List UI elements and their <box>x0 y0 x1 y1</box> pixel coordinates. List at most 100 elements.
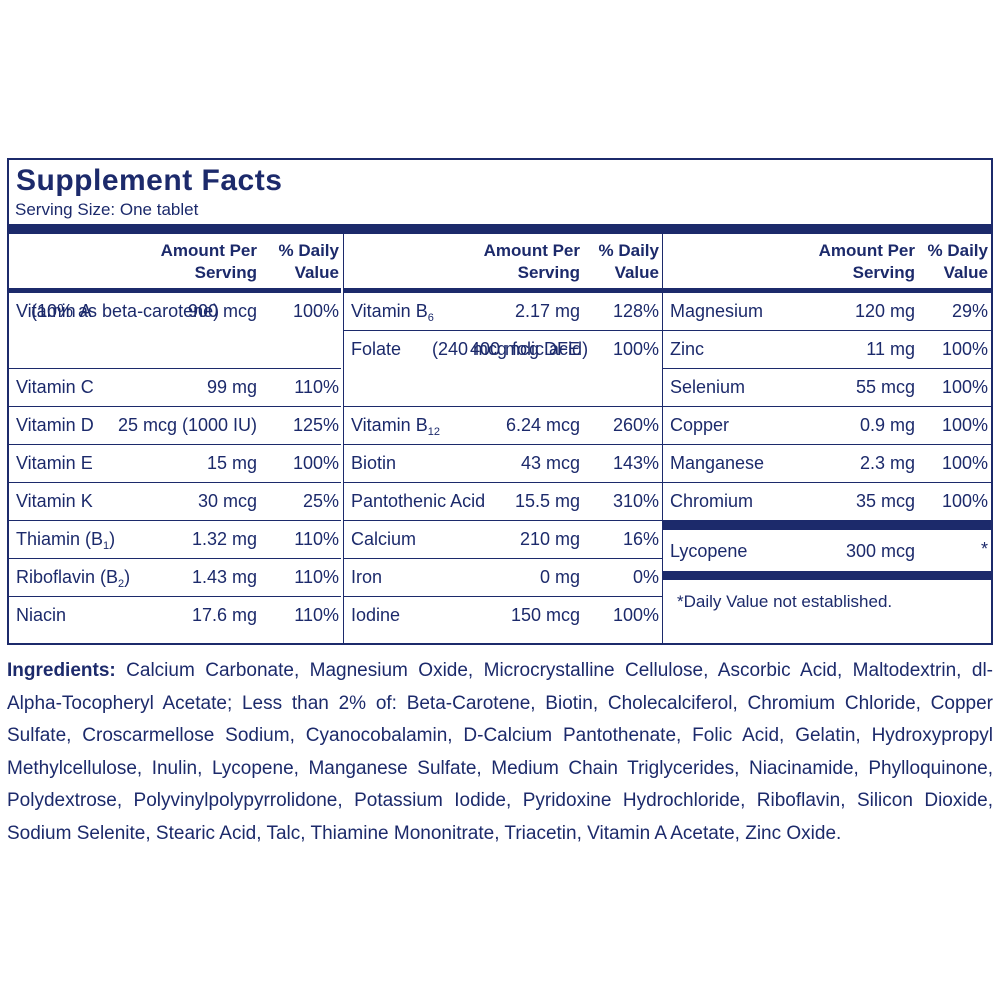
amount-header: Amount Per Serving <box>818 241 915 282</box>
nutrient-daily-value: 100% <box>941 377 988 397</box>
nutrient-amount: 6.24 mcg <box>505 415 580 435</box>
nutrient-note: (240 mcg folic acid) <box>432 339 589 359</box>
nutrient-row: Calcium 210 mg 16% <box>344 521 662 559</box>
nutrient-name: Iodine <box>351 605 401 625</box>
nutrient-name: Chromium <box>670 491 754 511</box>
nutrient-row: Chromium 35 mcg 100% <box>663 483 991 521</box>
column-header: Amount Per Serving % Daily Value <box>9 234 341 293</box>
ingredients-label: Ingredients: <box>7 660 116 681</box>
nutrient-name: Vitamin B12 <box>351 415 440 438</box>
nutrient-daily-value: 100% <box>941 491 988 511</box>
nutrient-row: Magnesium 120 mg 29% <box>663 293 991 331</box>
nutrient-name: Pantothenic Acid <box>351 491 486 511</box>
nutrient-name: Calcium <box>351 529 417 549</box>
nutrient-amount: 55 mcg <box>855 377 915 397</box>
nutrient-name: Vitamin E <box>16 453 93 473</box>
nutrient-row: Copper 0.9 mg 100% <box>663 407 991 445</box>
nutrient-name: Magnesium <box>670 301 764 321</box>
nutrient-amount: 0 mg <box>539 567 580 587</box>
nutrient-name: Manganese <box>670 453 765 473</box>
nutrient-daily-value: 143% <box>612 453 659 473</box>
amount-header: Amount Per Serving <box>483 241 580 282</box>
nutrient-amount: 120 mg <box>854 301 915 321</box>
nutrient-daily-value: 16% <box>622 529 659 549</box>
daily-value-header: % Daily Value <box>927 241 988 282</box>
nutrient-name: Niacin <box>16 605 67 625</box>
nutrient-rows: Magnesium 120 mg 29% Zinc 11 mg 100% Selenium 5… <box>663 293 991 521</box>
nutrient-row: Pantothenic Acid 15.5 mg 310% <box>344 483 662 521</box>
nutrient-amount: 30 mcg <box>197 491 257 511</box>
nutrient-daily-value: 110% <box>294 605 339 625</box>
panel-title: Supplement Facts <box>16 164 283 197</box>
daily-value-header: % Daily Value <box>598 241 659 282</box>
nutrient-row: Thiamin (B1) 1.32 mg 110% <box>9 521 341 559</box>
nutrient-row: Riboflavin (B2) 1.43 mg 110% <box>9 559 341 597</box>
nutrient-amount: 1.32 mg <box>191 529 257 549</box>
nutrient-row: Selenium 55 mcg 100% <box>663 369 991 407</box>
nutrient-row: Biotin 43 mcg 143% <box>344 445 662 483</box>
nutrient-row: Vitamin D 25 mcg (1000 IU) 125% <box>9 407 341 445</box>
nutrient-name: Folate <box>351 339 402 359</box>
nutrient-daily-value: 110% <box>294 529 339 549</box>
nutrient-amount: 1.43 mg <box>191 567 257 587</box>
nutrient-daily-value: 100% <box>612 339 659 359</box>
nutrient-row: Vitamin A 900 mcg 100% (10% as beta-caroten… <box>9 293 341 369</box>
nutrient-name: Vitamin D <box>16 415 94 435</box>
nutrient-row: Vitamin K 30 mcg 25% <box>9 483 341 521</box>
nutrient-daily-value: 100% <box>612 605 659 625</box>
amount-header: Amount Per Serving <box>160 241 257 282</box>
nutrient-amount: 210 mg <box>519 529 580 549</box>
nutrient-amount: 99 mg <box>206 377 257 397</box>
nutrient-daily-value: 310% <box>612 491 659 511</box>
nutrient-daily-value: * <box>980 539 988 559</box>
nutrient-daily-value: 25% <box>302 491 339 511</box>
nutrient-note: (10% as beta-carotene) <box>31 301 220 321</box>
column-header: Amount Per Serving % Daily Value <box>344 234 662 293</box>
nutrient-name: Vitamin A <box>16 301 92 321</box>
nutrient-daily-value: 110% <box>294 377 339 397</box>
nutrient-name: Thiamin (B1) <box>16 529 116 552</box>
ingredients-text: Calcium Carbonate, Magnesium Oxide, Micr… <box>7 660 993 844</box>
footnote: *Daily Value not established. <box>677 592 893 611</box>
serving-size: Serving Size: One tablet <box>15 200 199 219</box>
nutrient-amount: 0.9 mg <box>859 415 915 435</box>
nutrient-amount: 11 mg <box>866 339 915 359</box>
nutrient-column-3: Amount Per Serving % Daily Value Magnesium… <box>663 234 991 643</box>
nutrient-row: Vitamin B6 2.17 mg 128% <box>344 293 662 331</box>
nutrient-amount: 35 mcg <box>855 491 915 511</box>
nutrient-daily-value: 100% <box>292 453 339 473</box>
nutrient-row: Iodine 150 mcg 100% <box>344 597 662 634</box>
nutrient-name: Selenium <box>670 377 746 397</box>
nutrient-daily-value: 29% <box>951 301 988 321</box>
ingredients-statement: Ingredients: Calcium Carbonate, Magnesiu… <box>7 655 993 850</box>
nutrient-name: Biotin <box>351 453 397 473</box>
nutrient-name: Copper <box>670 415 730 435</box>
nutrient-amount: 2.17 mg <box>514 301 580 321</box>
nutrient-amount: 17.6 mg <box>191 605 257 625</box>
nutrient-daily-value: 0% <box>632 567 659 587</box>
nutrient-row: Niacin 17.6 mg 110% <box>9 597 341 634</box>
nutrient-daily-value: 128% <box>612 301 659 321</box>
nutrient-row: Vitamin B12 6.24 mcg 260% <box>344 407 662 445</box>
nutrient-daily-value: 100% <box>941 453 988 473</box>
thick-divider <box>9 224 991 234</box>
supplement-facts-panel: Supplement Facts Serving Size: One table… <box>7 158 993 645</box>
nutrient-amount: 43 mcg <box>520 453 580 473</box>
nutrient-column-2: Amount Per Serving % Daily Value Vitamin B… <box>343 234 663 643</box>
nutrient-column-1: Amount Per Serving % Daily Value Vitamin A… <box>9 234 341 643</box>
nutrient-row: Manganese 2.3 mg 100% <box>663 445 991 483</box>
nutrient-name: Lycopene <box>670 541 748 561</box>
nutrient-name: Vitamin B6 <box>351 301 434 324</box>
nutrient-row: Vitamin C 99 mg 110% <box>9 369 341 407</box>
nutrient-name: Iron <box>351 567 383 587</box>
column-header: Amount Per Serving % Daily Value <box>663 234 991 293</box>
nutrient-daily-value: 110% <box>294 567 339 587</box>
nutrient-row: Folate 400 mcg DFE 100% (240 mcg folic acid… <box>344 331 662 407</box>
nutrient-amount: 900 mcg <box>187 301 257 321</box>
nutrient-daily-value: 260% <box>612 415 659 435</box>
nutrient-row: Vitamin E 15 mg 100% <box>9 445 341 483</box>
nutrient-daily-value: 125% <box>292 415 339 435</box>
nutrient-name: Zinc <box>670 339 705 359</box>
nutrient-amount: 300 mcg <box>845 541 915 561</box>
nutrient-amount: 25 mcg (1000 IU) <box>117 415 257 435</box>
